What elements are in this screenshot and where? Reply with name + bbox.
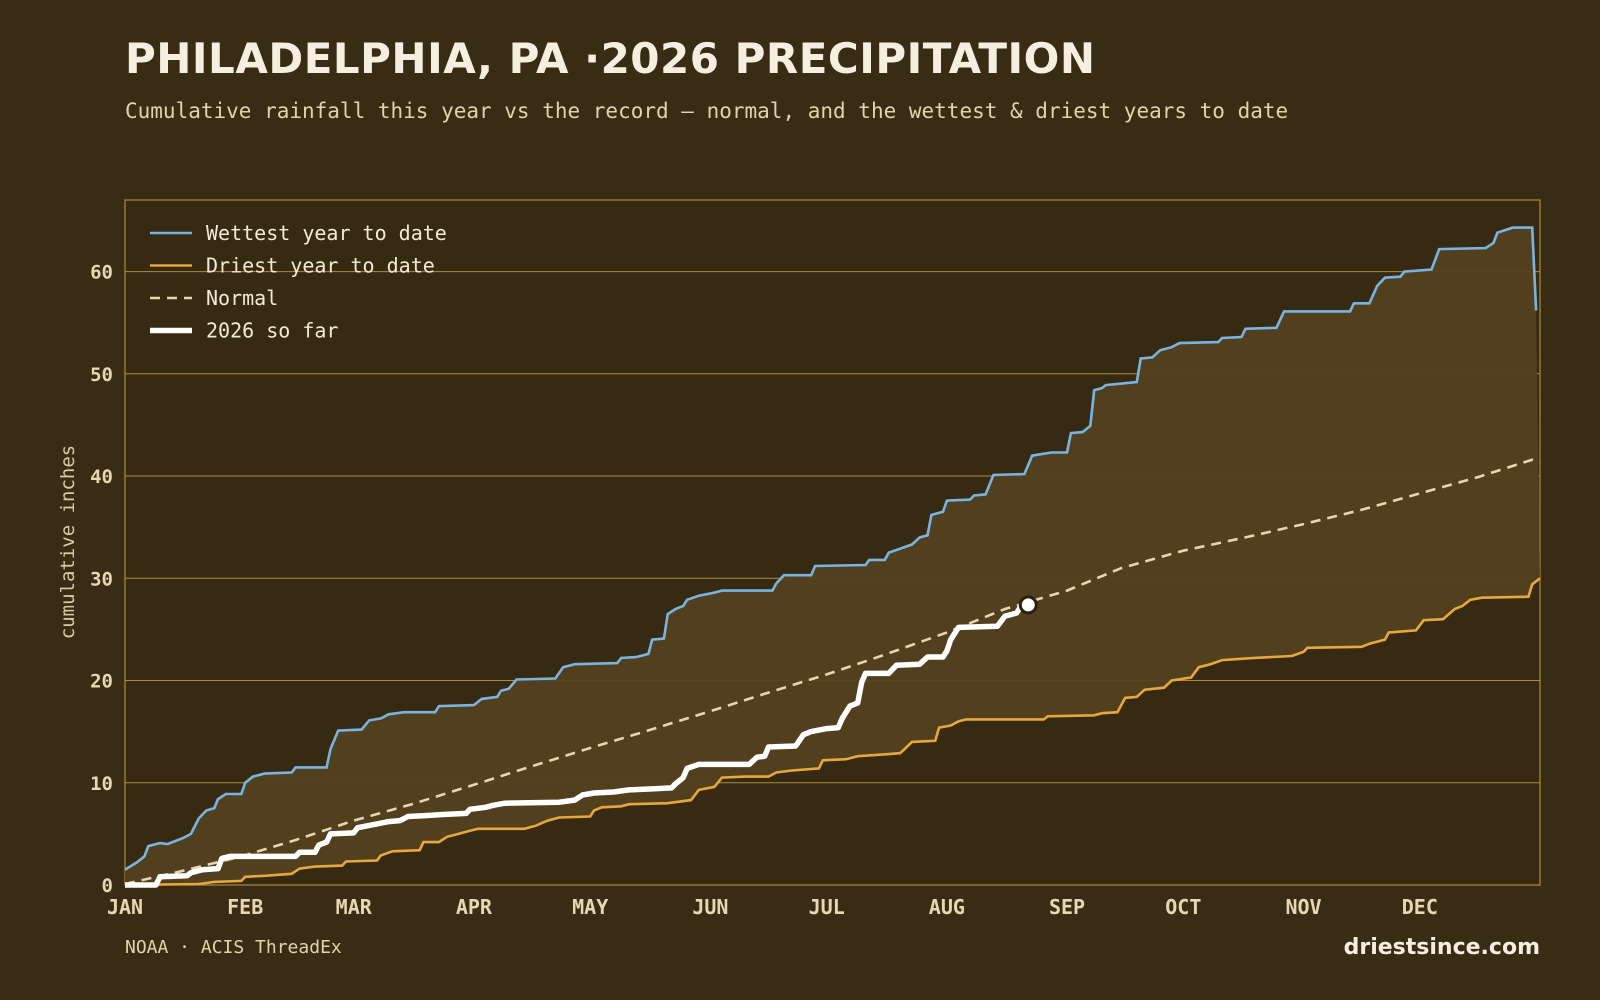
y-tick-label: 60 (90, 262, 113, 284)
legend: Wettest year to date Driest year to date N… (150, 221, 447, 343)
x-tick-label: APR (456, 895, 493, 919)
series-lines (124, 226, 1541, 888)
x-tick-label: JUL (809, 895, 845, 919)
y-tick-label: 50 (90, 364, 113, 386)
x-tick-label: OCT (1165, 895, 1201, 919)
page-title: PHILADELPHIA, PA ·2026 PRECIPITATION (125, 34, 1096, 83)
x-tick-label: MAR (336, 895, 373, 919)
x-tick-label: MAY (572, 895, 608, 919)
y-tick-label: 30 (90, 568, 113, 590)
legend-label-2026-so-far: 2026 so far (206, 319, 338, 343)
x-tick-label: JUN (692, 895, 728, 919)
axes: 0 10 20 30 40 50 60 JAN FEB MAR APR MAY JUN JUL AUG SEP… (90, 262, 1438, 919)
legend-label-driest-year-to-date: Driest year to date (206, 254, 435, 278)
y-tick-label: 10 (90, 773, 113, 795)
data-source: NOAA · ACIS ThreadEx (125, 937, 342, 958)
x-tick-label: AUG (929, 895, 965, 919)
brand-logo[interactable]: driestsince.com (1343, 935, 1540, 960)
x-tick-label: DEC (1402, 895, 1438, 919)
legend-label-normal: Normal (206, 286, 278, 310)
series-line-2026-so-far (125, 602, 1029, 888)
y-tick-label: 0 (102, 875, 113, 897)
x-tick-label: NOV (1285, 895, 1321, 919)
y-tick-label: 20 (90, 671, 113, 693)
wettest-driest-band (125, 227, 1540, 886)
x-tick-label: SEP (1049, 895, 1085, 919)
x-tick-label: JAN (107, 895, 143, 919)
x-tick-label: FEB (227, 895, 263, 919)
legend-label-wettest-year-to-date: Wettest year to date (206, 221, 447, 245)
y-axis-label: cumulative inches (57, 445, 79, 639)
current-marker (1018, 595, 1038, 615)
y-tick-label: 40 (90, 466, 113, 488)
series-line-normal (124, 458, 1541, 886)
page-subtitle: Cumulative rainfall this year vs the rec… (125, 99, 1289, 123)
latest-value-marker (1018, 595, 1038, 615)
series-line-wettest-year-to-date (124, 226, 1538, 871)
series-line-driest-year-to-date (124, 577, 1541, 887)
shaded-band (125, 227, 1540, 886)
